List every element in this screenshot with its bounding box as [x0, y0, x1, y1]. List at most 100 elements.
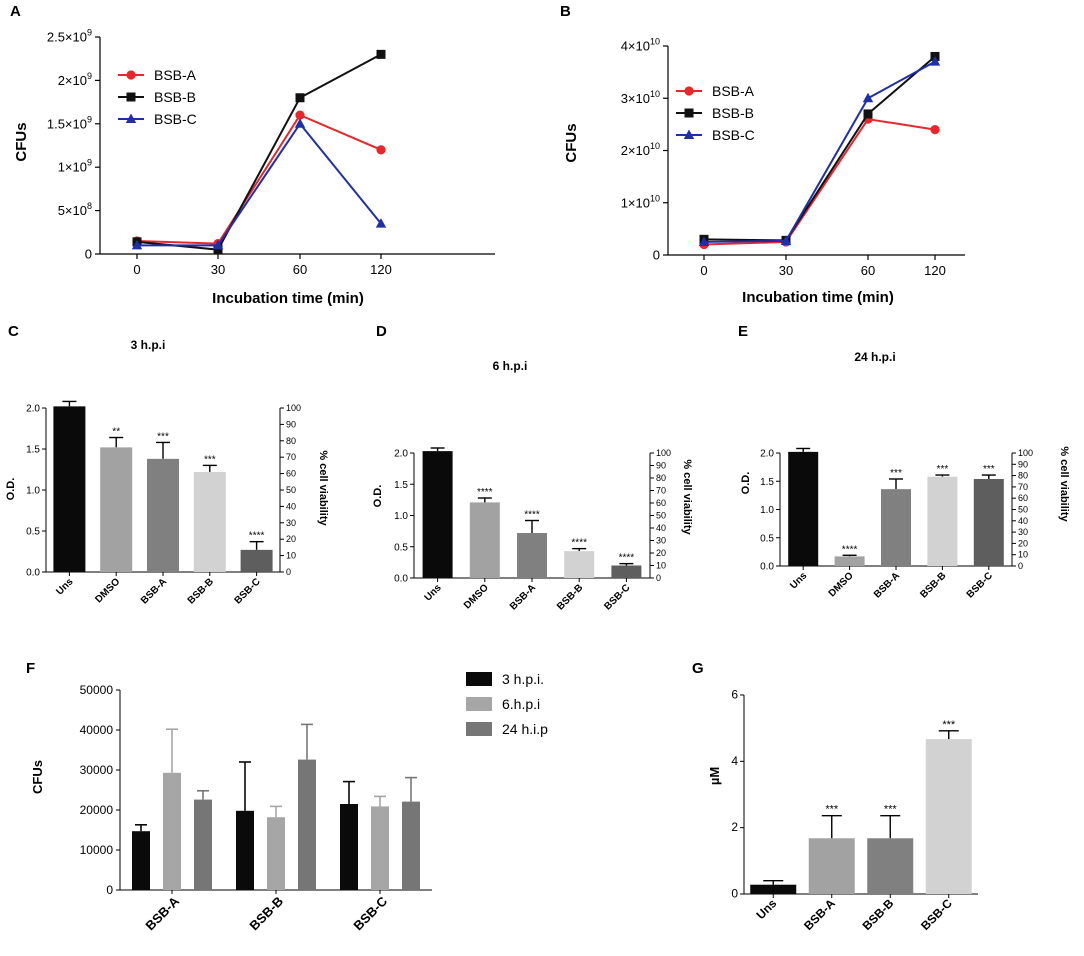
y-tick-label: 6 — [731, 688, 738, 702]
panel-g-letter: G — [692, 660, 704, 677]
y2-tick-label: 60 — [656, 498, 666, 508]
panel-d-ylabel: O.D. — [372, 485, 384, 508]
x-tick-label: 30 — [211, 262, 225, 277]
data-point — [698, 236, 710, 246]
y2-tick-label: 70 — [286, 452, 296, 462]
panel-e-y2label: % cell viability — [1058, 446, 1070, 522]
y2-tick-label: 80 — [1018, 471, 1028, 481]
data-point — [376, 49, 386, 59]
legend-label: BSB-B — [154, 89, 196, 105]
bar-bsb-b-0 — [236, 810, 254, 890]
panel-d-letter: D — [376, 323, 387, 340]
bar-bsb-c — [240, 549, 273, 572]
y-tick-label: 0.0 — [394, 574, 408, 585]
significance-label: **** — [842, 544, 858, 555]
data-point — [929, 56, 941, 66]
bar-bsb-c-0 — [340, 804, 358, 890]
panel-a: A 0 5×108 1×109 1.5×109 2×109 2.5×109 0 30 60 120… — [10, 3, 495, 307]
y-tick-label: 2×109 — [58, 71, 92, 88]
data-point — [212, 239, 224, 250]
y2-tick-label: 80 — [656, 473, 666, 483]
y2-tick-label: 50 — [286, 485, 296, 495]
panel-c-letter: C — [8, 323, 19, 340]
bar-bsb-a — [808, 838, 855, 894]
y2-tick-label: 20 — [1018, 538, 1028, 548]
legend-marker — [683, 129, 695, 139]
bar-bsb-c-2 — [402, 801, 420, 890]
y-tick-label: 1.5 — [394, 480, 408, 491]
significance-label: *** — [890, 468, 902, 479]
y-tick-label: 0.5 — [26, 527, 40, 538]
data-point — [863, 109, 873, 119]
panel-a-xlabel: Incubation time (min) — [212, 290, 364, 307]
data-point — [213, 245, 223, 255]
bar-bsb-a — [881, 489, 911, 566]
legend-swatch — [466, 722, 492, 736]
series-line-bsb-a — [136, 113, 382, 245]
y-tick-label: 2 — [731, 820, 738, 834]
legend-label: BSB-B — [712, 105, 754, 121]
x-tick-label: 120 — [924, 263, 946, 278]
y-tick-label: 30000 — [80, 763, 114, 777]
y2-tick-label: 10 — [286, 551, 296, 561]
y-tick-label: 1.5×109 — [47, 114, 92, 131]
legend-label: 24 h.i.p — [502, 721, 548, 737]
data-point — [862, 92, 874, 103]
series-line-bsb-c — [703, 60, 936, 243]
legend-marker — [126, 70, 136, 80]
legend-marker — [126, 92, 136, 102]
y2-tick-label: 80 — [286, 436, 296, 446]
y2-tick-label: 60 — [1018, 493, 1028, 503]
y-tick-label: 1.5 — [760, 477, 774, 488]
panel-b-xlabel: Incubation time (min) — [742, 289, 894, 306]
y2-tick-label: 40 — [1018, 516, 1028, 526]
bar-uns — [53, 406, 86, 572]
y-tick-label: 1.5 — [26, 445, 40, 456]
y-tick-label: 2.5×109 — [47, 28, 92, 45]
y-tick-label: 0 — [85, 247, 92, 262]
legend-marker — [125, 113, 137, 123]
y2-tick-label: 90 — [286, 419, 296, 429]
panel-b-letter: B — [560, 3, 571, 20]
y2-tick-label: 50 — [656, 511, 666, 521]
x-tick-label: 0 — [133, 262, 140, 277]
legend-swatch — [466, 672, 492, 686]
data-point — [295, 93, 305, 103]
bar-dmso — [100, 447, 133, 572]
y2-tick-label: 70 — [656, 486, 666, 496]
y-tick-label: 0 — [106, 883, 113, 897]
panel-e-ylabel: O.D. — [740, 472, 752, 495]
y2-tick-label: 20 — [656, 548, 666, 558]
bar-bsb-a-2 — [194, 799, 212, 890]
bar-bsb-a — [147, 458, 179, 572]
legend-label: BSB-C — [712, 127, 755, 143]
bar-bsb-b-1 — [267, 817, 285, 890]
legend-label: BSB-C — [154, 111, 197, 127]
bar-bsb-c — [925, 739, 972, 894]
significance-label: *** — [204, 454, 216, 465]
y-tick-label: 1.0 — [394, 511, 408, 522]
significance-label: *** — [825, 804, 839, 816]
panel-a-ylabel: CFUs — [13, 122, 30, 161]
y2-tick-label: 30 — [1018, 527, 1028, 537]
y-tick-label: 20000 — [80, 803, 114, 817]
y-tick-label: 0.5 — [760, 533, 774, 544]
significance-label: ** — [112, 427, 120, 438]
y2-tick-label: 60 — [286, 469, 296, 479]
y2-tick-label: 40 — [286, 501, 296, 511]
data-point — [375, 218, 387, 228]
legend-label: BSB-A — [712, 83, 755, 99]
significance-label: **** — [524, 510, 540, 521]
y2-tick-label: 30 — [286, 518, 296, 528]
y-tick-label: 1×109 — [58, 158, 92, 175]
significance-label: **** — [249, 531, 265, 542]
y-tick-label: 50000 — [80, 683, 114, 697]
panel-a-letter: A — [10, 3, 21, 20]
y-tick-label: 0.0 — [760, 562, 774, 573]
x-tick-label: 60 — [293, 262, 307, 277]
bar-dmso — [469, 502, 500, 578]
bar-bsb-b — [564, 551, 595, 578]
y-tick-label: 0.0 — [26, 568, 40, 579]
